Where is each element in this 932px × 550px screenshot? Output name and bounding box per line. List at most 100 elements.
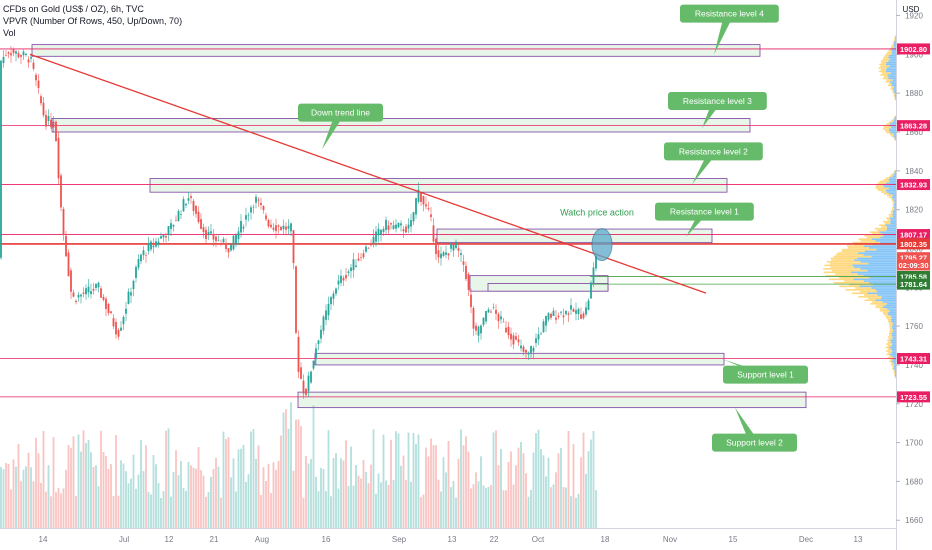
volume-bar [280, 435, 282, 528]
volume-bar [142, 471, 145, 528]
volume-bar [70, 447, 72, 528]
vp-row-up [893, 44, 896, 47]
vp-row-up [894, 40, 896, 43]
candle-body [405, 226, 407, 233]
volume-bar [325, 491, 327, 528]
volume-bar [532, 452, 535, 528]
volume-bar [215, 457, 217, 528]
candle-body [535, 338, 537, 344]
vp-row-down [887, 84, 892, 87]
candle-body [127, 291, 130, 304]
candle-body [160, 236, 162, 239]
vp-row-down [888, 336, 893, 338]
candle-body [447, 253, 450, 256]
vp-row-down [851, 292, 868, 295]
candle-body [582, 313, 585, 319]
vpvr-indicator-label[interactable]: VPVR (Number Of Rows, 450, Up/Down, 70) [3, 16, 183, 26]
vp-row-down [881, 191, 887, 193]
candle-body [435, 238, 437, 255]
candle-body [202, 227, 205, 233]
vp-row-up [893, 367, 896, 370]
candle-body [37, 80, 40, 88]
vp-row-up [863, 254, 896, 256]
volume-bar [72, 436, 75, 528]
vp-row-down [880, 68, 887, 71]
volume-bar [370, 464, 372, 528]
vp-row-down [863, 294, 878, 296]
candle-body [452, 244, 455, 251]
vp-row-down [876, 304, 885, 307]
vp-row-up [889, 65, 896, 67]
volume-bar [260, 494, 262, 528]
vp-row-down [890, 46, 894, 48]
vp-row-up [863, 280, 896, 282]
vp-row-down [829, 278, 854, 281]
vp-row-up [871, 255, 896, 258]
volume-bar [485, 487, 487, 528]
vp-row-up [890, 320, 896, 323]
volume-bar [505, 490, 507, 528]
vp-row-down [893, 117, 895, 120]
volume-bar [345, 440, 347, 528]
vp-row-down [893, 171, 895, 174]
volume-bar [430, 438, 432, 528]
candle-body [62, 208, 65, 235]
vp-row-down [835, 273, 858, 275]
candle-body [15, 51, 17, 54]
volume-bar [275, 469, 277, 528]
vp-row-up [886, 191, 896, 193]
candle-body [522, 346, 525, 352]
candle-body [562, 315, 565, 318]
callout-box [664, 142, 763, 161]
candle-body [177, 211, 180, 221]
vp-row-up [892, 198, 896, 200]
candle-body [352, 259, 355, 271]
volume-bar [425, 447, 427, 528]
candle-body [402, 229, 405, 232]
volume-indicator-label[interactable]: Vol [3, 28, 16, 38]
candle-body [470, 294, 472, 308]
candle-body [30, 57, 32, 59]
volume-bar [322, 469, 325, 528]
volume-bar [407, 432, 410, 528]
volume-bar [462, 445, 465, 528]
candle-body [457, 248, 460, 251]
volume-bar [95, 465, 97, 528]
volume-bar [37, 453, 40, 528]
candle-body [307, 375, 310, 392]
vp-row-up [867, 292, 896, 295]
vp-row-up [863, 275, 896, 277]
volume-bar [5, 463, 7, 528]
vp-row-up [889, 81, 896, 83]
vp-row-up [893, 133, 896, 136]
vp-row-up [890, 219, 896, 221]
price-label-bg [897, 229, 930, 241]
vp-row-down [881, 226, 887, 228]
candle-body [152, 245, 155, 248]
vp-row-up [886, 182, 896, 185]
candle-body [442, 252, 445, 256]
candle-body [282, 225, 285, 229]
vp-row-down [892, 208, 895, 211]
vp-row-down [894, 96, 896, 99]
callout-text: Resistance level 2 [679, 146, 748, 156]
volume-bar [77, 434, 80, 528]
candle-body [292, 230, 295, 264]
currency-label: USD [903, 5, 920, 14]
symbol-title[interactable]: CFDs on Gold (US$ / OZ), 6h, TVC [3, 4, 144, 14]
candle-body [485, 310, 487, 322]
vp-row-up [890, 318, 896, 321]
vp-row-up [888, 60, 896, 62]
vp-row-up [889, 123, 896, 125]
volume-bar [202, 475, 205, 528]
volume-bar [380, 482, 382, 528]
volume-bar [567, 431, 570, 528]
volume-bar [25, 466, 27, 528]
time-tick-label: 18 [601, 535, 610, 544]
vp-row-up [860, 268, 896, 270]
candle-body [60, 175, 62, 208]
volume-bar [270, 493, 272, 528]
volume-bar [285, 409, 287, 528]
volume-bar [307, 463, 310, 528]
